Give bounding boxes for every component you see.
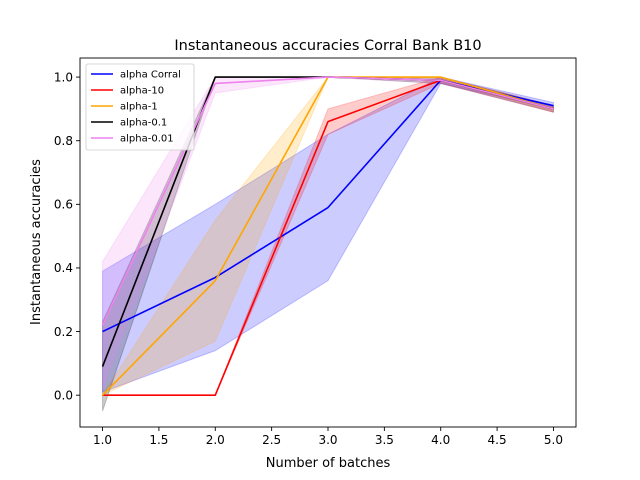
x-tick-label: 2.5 — [262, 433, 281, 447]
x-tick-label: 4.0 — [431, 433, 450, 447]
x-tick-label: 4.5 — [488, 433, 507, 447]
legend-frame — [85, 63, 195, 151]
x-tick-label: 3.5 — [375, 433, 394, 447]
x-tick-label: 1.0 — [93, 433, 112, 447]
x-axis-label: Number of batches — [266, 456, 391, 471]
series-lines — [101, 76, 554, 396]
y-tick-label: 0.0 — [54, 388, 73, 402]
series-line-0 — [102, 79, 554, 333]
y-tick-label: 1.0 — [54, 70, 73, 84]
legend-entry: alpha-0.01 — [120, 134, 174, 145]
y-tick-label: 0.2 — [54, 325, 73, 339]
y-axis-label: Instantaneous accuracies — [29, 159, 44, 325]
x-tick-label: 1.5 — [149, 433, 168, 447]
legend-entry: alpha-1 — [120, 102, 158, 113]
legend-entry: alpha Corral — [120, 70, 181, 81]
y-tick-label: 0.8 — [54, 134, 73, 148]
x-axis-ticks: 1.0 1.5 2.0 2.5 3.0 3.5 4.0 4.5 5.0 — [93, 427, 563, 447]
x-tick-label: 5.0 — [544, 433, 563, 447]
legend-entry: alpha-0.1 — [120, 118, 167, 129]
y-tick-label: 0.6 — [54, 198, 73, 212]
legend-entry: alpha-10 — [120, 86, 164, 97]
y-axis-ticks: 0.0 0.2 0.4 0.6 0.8 1.0 — [54, 70, 80, 402]
chart-title: Instantaneous accuracies Corral Bank B10 — [174, 38, 481, 54]
series-line-4 — [101, 76, 554, 326]
y-tick-label: 0.4 — [54, 261, 73, 275]
legend: alpha Corral alpha-10 alpha-1 alpha-0.1 alph… — [85, 63, 195, 151]
x-tick-label: 2.0 — [206, 433, 225, 447]
x-tick-label: 3.0 — [318, 433, 337, 447]
